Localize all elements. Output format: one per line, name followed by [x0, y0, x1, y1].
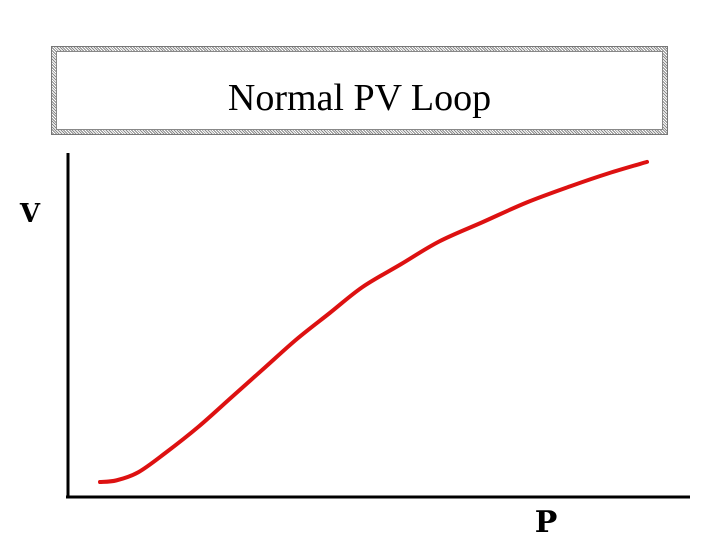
y-axis-label: V [19, 199, 41, 229]
title-box: Normal PV Loop [51, 46, 668, 135]
x-axis-label: P [535, 505, 558, 540]
pv-curve-line [98, 159, 649, 484]
page-title: Normal PV Loop [227, 77, 492, 119]
series-layer [98, 159, 649, 484]
